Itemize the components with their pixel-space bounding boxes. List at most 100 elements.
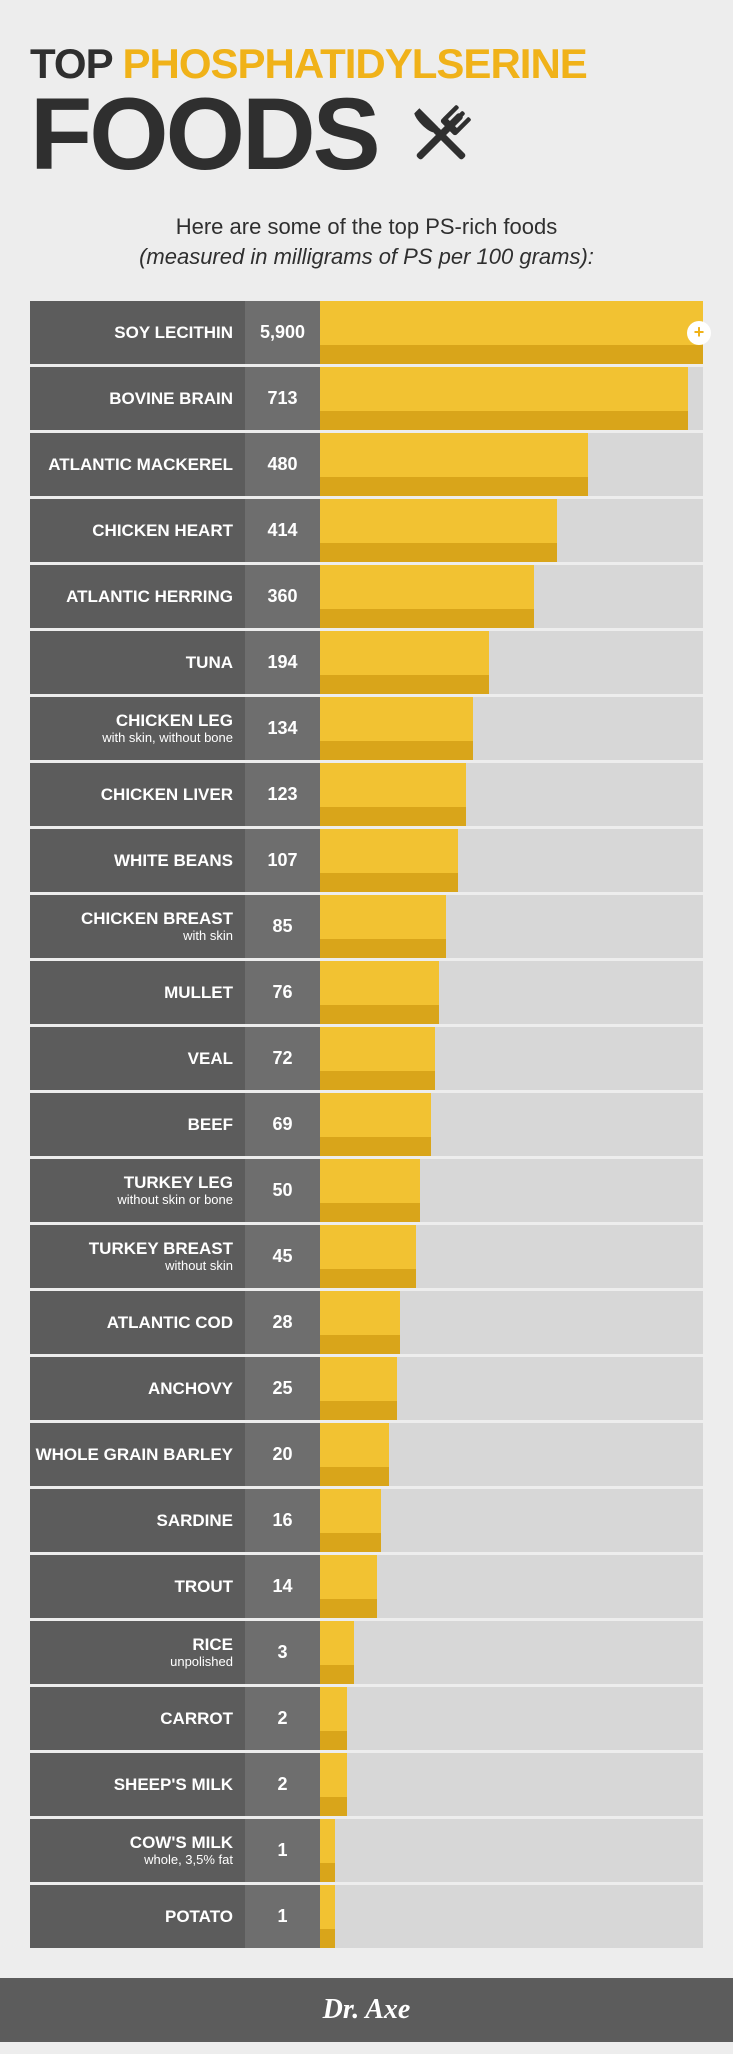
row-bar-area xyxy=(320,1291,703,1354)
row-label-main: BEEF xyxy=(188,1116,233,1134)
row-label-main: BOVINE BRAIN xyxy=(109,390,233,408)
row-label-main: TROUT xyxy=(174,1578,233,1596)
row-value: 2 xyxy=(245,1687,320,1750)
row-label: CHICKEN HEART xyxy=(30,499,245,562)
row-bar xyxy=(320,301,703,364)
row-bar xyxy=(320,631,489,694)
chart-row: TURKEY BREASTwithout skin45 xyxy=(30,1225,703,1288)
row-label-main: CHICKEN LIVER xyxy=(101,786,233,804)
chart-row: CARROT2 xyxy=(30,1687,703,1750)
row-value: 14 xyxy=(245,1555,320,1618)
row-value: 16 xyxy=(245,1489,320,1552)
row-bar xyxy=(320,961,439,1024)
overflow-plus-icon: + xyxy=(687,321,711,345)
row-bar-area xyxy=(320,1027,703,1090)
row-bar-area xyxy=(320,631,703,694)
row-value: 414 xyxy=(245,499,320,562)
row-label: CARROT xyxy=(30,1687,245,1750)
row-bar xyxy=(320,1555,377,1618)
row-label-sub: whole, 3,5% fat xyxy=(144,1853,233,1867)
row-bar-area xyxy=(320,367,703,430)
row-value: 134 xyxy=(245,697,320,760)
row-value: 1 xyxy=(245,1885,320,1948)
chart-row: VEAL72 xyxy=(30,1027,703,1090)
row-bar xyxy=(320,697,473,760)
row-label-main: WHITE BEANS xyxy=(114,852,233,870)
row-value: 25 xyxy=(245,1357,320,1420)
row-bar-area xyxy=(320,1357,703,1420)
row-bar-area xyxy=(320,895,703,958)
row-label: ATLANTIC MACKEREL xyxy=(30,433,245,496)
row-value: 480 xyxy=(245,433,320,496)
row-label-main: CHICKEN HEART xyxy=(92,522,233,540)
row-value: 360 xyxy=(245,565,320,628)
row-label: CHICKEN BREASTwith skin xyxy=(30,895,245,958)
row-bar xyxy=(320,1621,354,1684)
row-bar xyxy=(320,1819,335,1882)
row-label: COW'S MILKwhole, 3,5% fat xyxy=(30,1819,245,1882)
chart-row: CHICKEN BREASTwith skin85 xyxy=(30,895,703,958)
row-label: RICEunpolished xyxy=(30,1621,245,1684)
row-value: 85 xyxy=(245,895,320,958)
row-label: ANCHOVY xyxy=(30,1357,245,1420)
row-bar xyxy=(320,1423,389,1486)
row-bar xyxy=(320,499,557,562)
chart-row: TURKEY LEGwithout skin or bone50 xyxy=(30,1159,703,1222)
row-label-main: SHEEP'S MILK xyxy=(114,1776,233,1794)
chart-row: +SOY LECITHIN5,900 xyxy=(30,301,703,364)
infographic-container: TOP PHOSPHATIDYLSERINE FOODS xyxy=(0,0,733,2042)
row-bar xyxy=(320,1027,435,1090)
row-bar-area xyxy=(320,1885,703,1948)
chart-row: TROUT 14 xyxy=(30,1555,703,1618)
chart-row: POTATO1 xyxy=(30,1885,703,1948)
row-label: SHEEP'S MILK xyxy=(30,1753,245,1816)
row-bar xyxy=(320,433,588,496)
row-bar xyxy=(320,1093,431,1156)
row-value: 3 xyxy=(245,1621,320,1684)
row-label-main: ATLANTIC MACKEREL xyxy=(48,456,233,474)
row-bar xyxy=(320,895,446,958)
row-bar xyxy=(320,829,458,892)
row-value: 1 xyxy=(245,1819,320,1882)
row-label: MULLET xyxy=(30,961,245,1024)
chart-row: SARDINE16 xyxy=(30,1489,703,1552)
row-label-main: RICE xyxy=(192,1636,233,1654)
row-bar xyxy=(320,565,534,628)
row-value: 28 xyxy=(245,1291,320,1354)
row-label: TROUT xyxy=(30,1555,245,1618)
row-bar-area xyxy=(320,1555,703,1618)
chart-row: SHEEP'S MILK2 xyxy=(30,1753,703,1816)
chart-row: CHICKEN HEART 414 xyxy=(30,499,703,562)
row-label: TURKEY BREASTwithout skin xyxy=(30,1225,245,1288)
row-bar-area xyxy=(320,1159,703,1222)
chart-row: WHOLE GRAIN BARLEY20 xyxy=(30,1423,703,1486)
row-value: 45 xyxy=(245,1225,320,1288)
row-bar xyxy=(320,1159,420,1222)
row-label-sub: unpolished xyxy=(170,1655,233,1669)
row-bar-area xyxy=(320,1489,703,1552)
row-label: CHICKEN LEGwith skin, without bone xyxy=(30,697,245,760)
row-label-sub: without skin xyxy=(165,1259,233,1273)
row-label: POTATO xyxy=(30,1885,245,1948)
header: TOP PHOSPHATIDYLSERINE FOODS xyxy=(0,0,733,202)
row-bar-area xyxy=(320,763,703,826)
row-label-main: ANCHOVY xyxy=(148,1380,233,1398)
row-label-main: TUNA xyxy=(186,654,233,672)
row-bar-area xyxy=(320,1621,703,1684)
row-bar xyxy=(320,1753,347,1816)
subtitle-line-2: (measured in milligrams of PS per 100 gr… xyxy=(139,244,594,269)
row-bar-area xyxy=(320,499,703,562)
row-value: 194 xyxy=(245,631,320,694)
chart-row: ATLANTIC COD28 xyxy=(30,1291,703,1354)
chart-row: COW'S MILKwhole, 3,5% fat1 xyxy=(30,1819,703,1882)
row-label-sub: without skin or bone xyxy=(117,1193,233,1207)
row-bar-area xyxy=(320,1423,703,1486)
row-label: TUNA xyxy=(30,631,245,694)
row-label-sub: with skin, without bone xyxy=(102,731,233,745)
row-value: 69 xyxy=(245,1093,320,1156)
row-bar-area xyxy=(320,565,703,628)
row-bar-area xyxy=(320,301,703,364)
chart-row: WHITE BEANS107 xyxy=(30,829,703,892)
row-bar xyxy=(320,1687,347,1750)
row-bar xyxy=(320,1357,397,1420)
